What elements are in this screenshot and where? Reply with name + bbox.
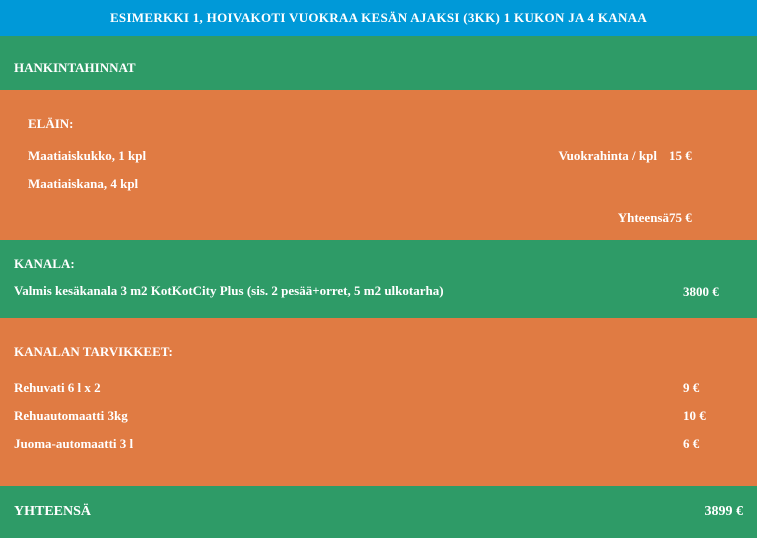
section-kanala: KANALA: Valmis kesäkanala 3 m2 KotKotCit… (0, 240, 757, 318)
tarvikkeet-heading: KANALAN TARVIKKEET: (0, 338, 757, 374)
item-label: Maatiaiskana, 4 kpl (28, 176, 657, 192)
section-tarvikkeet: KANALAN TARVIKKEET: Rehuvati 6 l x 2 9 €… (0, 318, 757, 486)
section-elain: ELÄIN: Maatiaiskukko, 1 kpl Vuokrahinta … (0, 90, 757, 240)
elain-heading: ELÄIN: (14, 110, 743, 142)
table-header: ESIMERKKI 1, HOIVAKOTI VUOKRAA KESÄN AJA… (0, 0, 757, 36)
subtotal-label: Yhteensä (618, 210, 669, 226)
table-row: Rehuautomaatti 3kg 10 € (0, 402, 757, 430)
table-row: Rehuvati 6 l x 2 9 € (0, 374, 757, 402)
item-label: Maatiaiskukko, 1 kpl (28, 148, 558, 164)
total-row: YHTEENSÄ 3899 € (0, 486, 757, 538)
kanala-desc: Valmis kesäkanala 3 m2 KotKotCity Plus (… (14, 282, 444, 300)
pricing-table: ESIMERKKI 1, HOIVAKOTI VUOKRAA KESÄN AJA… (0, 0, 757, 538)
item-price: 9 € (683, 380, 743, 396)
table-row: Maatiaiskana, 4 kpl (14, 170, 743, 198)
item-price: 6 € (683, 436, 743, 452)
item-price: 15 € (669, 148, 729, 164)
total-label: YHTEENSÄ (14, 504, 91, 520)
item-label: Juoma-automaatti 3 l (14, 436, 683, 452)
section-hankintahinnat: HANKINTAHINNAT (0, 36, 757, 90)
total-value: 3899 € (705, 504, 744, 520)
kanala-heading: KANALA: (14, 256, 743, 282)
item-label: Rehuautomaatti 3kg (14, 408, 683, 424)
table-row: Maatiaiskukko, 1 kpl Vuokrahinta / kpl 1… (14, 142, 743, 170)
price-label: Vuokrahinta / kpl (558, 148, 669, 164)
item-label: Rehuvati 6 l x 2 (14, 380, 683, 396)
subtotal-row: Yhteensä 75 € (14, 204, 743, 236)
table-row: Juoma-automaatti 3 l 6 € (0, 430, 757, 458)
subtotal-value: 75 € (669, 210, 729, 226)
item-price: 10 € (683, 408, 743, 424)
kanala-price: 3800 € (683, 284, 743, 300)
